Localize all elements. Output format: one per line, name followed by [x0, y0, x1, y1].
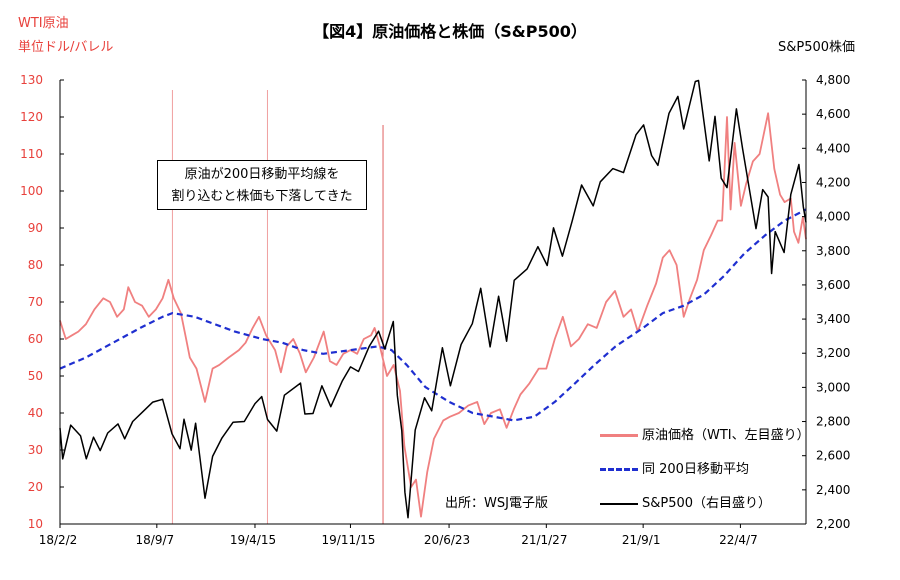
chart-series: [59, 79, 807, 519]
annotation-line-2: 割り込むと株価も下落してきた: [171, 189, 353, 204]
right-tick-label: 4,600: [816, 107, 850, 121]
x-tick-label: 21/1/27: [521, 533, 567, 547]
x-tick-label: 19/4/15: [230, 533, 276, 547]
annotation-line-1: 原油が200日移動平均線を: [184, 167, 340, 182]
right-axis-label: S&P500株価: [778, 40, 856, 55]
right-tick-label: 3,800: [816, 244, 850, 258]
right-tick-label: 3,000: [816, 380, 850, 394]
left-axis-label-1: WTI原油: [18, 16, 69, 31]
right-tick-label: 2,800: [816, 415, 850, 429]
right-tick-label: 2,200: [816, 517, 850, 531]
left-tick-label: 90: [28, 221, 43, 235]
x-tick-label: 20/6/23: [424, 533, 470, 547]
legend-item-sp500: S&P500（右目盛り）: [600, 495, 771, 513]
vertical-markers: [171, 90, 384, 524]
x-tick-label: 18/9/7: [136, 533, 175, 547]
legend-swatch-ma200: [600, 468, 638, 471]
right-tick-label: 4,200: [816, 175, 850, 189]
series-line-wti: [59, 112, 807, 518]
source-note: 出所：WSJ電子版: [445, 496, 548, 511]
left-tick-label: 50: [28, 369, 43, 383]
left-tick-label: 120: [20, 110, 43, 124]
legend-item-ma200: 同 200日移動平均: [600, 461, 749, 479]
legend-label-ma200: 同 200日移動平均: [642, 462, 749, 477]
chart-axes: 10 20 30 40 50 60 70 80 90 100 110 120 130 2,200 2,400…: [20, 73, 850, 547]
x-tick-label: 21/9/1: [622, 533, 661, 547]
x-tick-label: 22/4/7: [719, 533, 758, 547]
left-tick-label: 20: [28, 480, 43, 494]
left-tick-label: 130: [20, 73, 43, 87]
legend-swatch-sp500: [600, 502, 638, 505]
left-tick-label: 110: [20, 147, 43, 161]
x-tick-label: 19/11/15: [322, 533, 376, 547]
series-line-ma200: [59, 208, 807, 422]
right-tick-label: 3,200: [816, 346, 850, 360]
chart-title: 【図4】原油価格と株価（S&P500）: [313, 22, 587, 41]
right-tick-label: 3,400: [816, 312, 850, 326]
left-tick-label: 40: [28, 406, 43, 420]
series-line-sp500: [59, 79, 807, 519]
legend-swatch-wti: [600, 434, 638, 437]
legend-label-wti: 原油価格（WTI、左目盛り）: [642, 428, 810, 443]
left-tick-label: 10: [28, 517, 43, 531]
left-tick-label: 70: [28, 295, 43, 309]
right-tick-label: 4,800: [816, 73, 850, 87]
left-tick-label: 80: [28, 258, 43, 272]
x-tick-label: 18/2/2: [39, 533, 78, 547]
legend-item-wti: 原油価格（WTI、左目盛り）: [600, 427, 810, 445]
annotation-box: 原油が200日移動平均線を 割り込むと株価も下落してきた: [157, 160, 367, 210]
right-tick-label: 4,400: [816, 141, 850, 155]
left-tick-label: 30: [28, 443, 43, 457]
right-tick-label: 3,600: [816, 278, 850, 292]
left-tick-label: 100: [20, 184, 43, 198]
left-tick-label: 60: [28, 332, 43, 346]
right-tick-label: 4,000: [816, 210, 850, 224]
legend-label-sp500: S&P500（右目盛り）: [642, 496, 772, 511]
right-tick-label: 2,600: [816, 449, 850, 463]
left-axis-label-2: 単位ドル/バレル: [18, 40, 114, 55]
right-tick-label: 2,400: [816, 483, 850, 497]
